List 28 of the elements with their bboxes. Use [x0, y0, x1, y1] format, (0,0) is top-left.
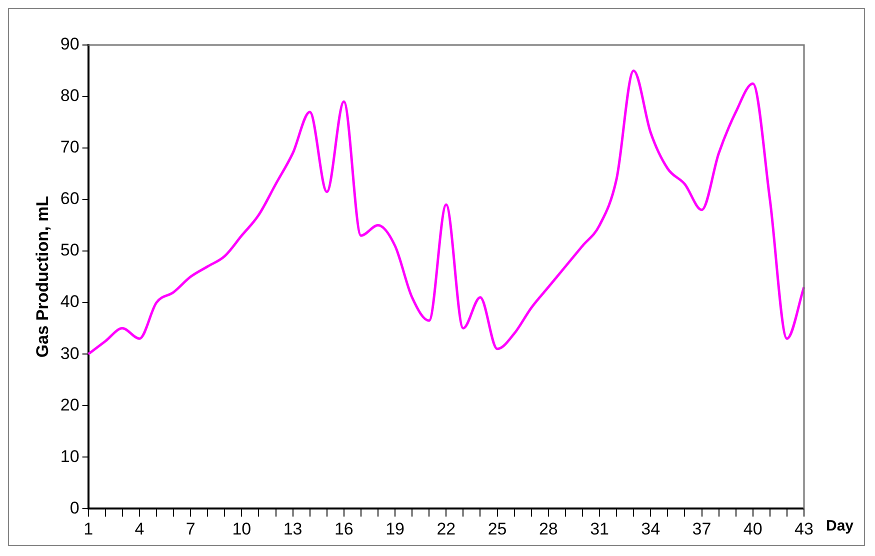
y-tick-label: 50	[60, 240, 80, 260]
x-tick-label: 28	[538, 519, 558, 538]
y-tick-label: 90	[60, 34, 80, 54]
x-tick-label: 1	[84, 519, 94, 538]
x-tick-label: 34	[641, 519, 660, 538]
x-tick-label: 43	[794, 519, 814, 538]
x-tick-label: 31	[590, 519, 609, 538]
x-tick-label: 37	[692, 519, 712, 538]
y-tick-label: 40	[60, 292, 80, 312]
y-tick-label: 30	[60, 344, 80, 363]
y-tick-label: 70	[60, 138, 80, 157]
x-tick-label: 13	[283, 519, 302, 538]
y-tick-label: 60	[60, 189, 80, 208]
y-tick-label: 10	[60, 446, 80, 466]
x-axis-title: Day	[826, 518, 854, 535]
line-series	[87, 70, 806, 356]
y-tick-label: 0	[70, 498, 80, 518]
x-tick-label: 40	[743, 519, 762, 538]
x-tick-label: 16	[334, 519, 354, 538]
x-tick-label: 22	[436, 519, 456, 538]
x-tick-label: 7	[186, 519, 196, 538]
x-tick-label: 25	[488, 519, 507, 538]
x-tick-label: 4	[134, 519, 144, 538]
y-tick-label: 20	[60, 395, 80, 414]
x-tick-label: 19	[386, 519, 404, 538]
y-axis-title: Gas Production, mL	[32, 196, 52, 358]
x-tick-label: 10	[232, 519, 252, 538]
y-tick-label: 80	[60, 86, 80, 106]
